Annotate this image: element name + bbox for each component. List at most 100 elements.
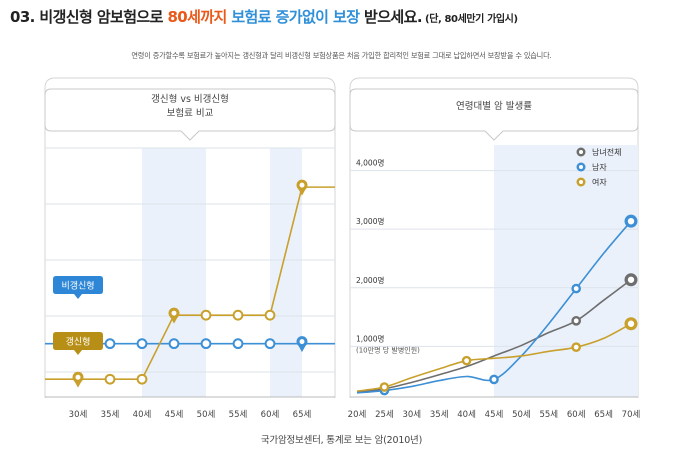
- chart1-renewal-marker-pin: [296, 179, 308, 196]
- chart1-label-noncanceling: 비갱신형: [53, 276, 103, 299]
- point-ring: [264, 338, 276, 350]
- chart2-total-point: [571, 316, 581, 326]
- series-tag-text: 갱신형: [66, 337, 91, 348]
- point-inner: [627, 276, 635, 283]
- chart1-noncanceling-marker-pin: [296, 336, 308, 353]
- page-title: 03. 비갱신형 암보험으로 80세까지 보험료 증가없이 보장 받으세요. (…: [10, 6, 518, 27]
- chart1-x-tick-label: 55세: [229, 410, 248, 420]
- chart2-male-point: [571, 283, 581, 294]
- chart2-frame: [349, 77, 639, 398]
- point-inner: [464, 358, 469, 364]
- chart2-x-tick-label: 35세: [430, 410, 449, 420]
- chart2-x-tick-label: 30세: [402, 410, 421, 420]
- chart2-male-point: [489, 374, 499, 385]
- chart2-x-tick-label: 25세: [375, 410, 394, 420]
- chart1-renewal-point: [264, 309, 276, 321]
- chart1-frame: [44, 77, 336, 398]
- source-caption: 국가암정보센터, 통계로 보는 암(2010년): [260, 435, 423, 446]
- chart2-y-note: (10만명 당 발병인원): [356, 345, 420, 354]
- chart2-y-tick-label: 2,000명: [356, 275, 384, 285]
- chart2-y-tick-label: 1,000명: [356, 333, 384, 343]
- legend-label: 남자: [592, 163, 607, 172]
- point-inner: [573, 286, 579, 291]
- chart2-total-point: [624, 273, 638, 287]
- chart2-y-tick-label: 4,000명: [356, 158, 384, 168]
- chart2-legend-item: 남자: [576, 162, 607, 172]
- title-prefix: 03. 비갱신형 암보험으로: [10, 8, 168, 26]
- chart1-title-box: [44, 88, 336, 141]
- legend-marker-inner: [579, 165, 583, 169]
- chart2-x-tick-label: 55세: [539, 410, 558, 420]
- point-ring: [104, 373, 116, 385]
- chart1-title-line1: 갱신형 vs 비갱신형: [151, 94, 229, 105]
- series-tag-text: 비갱신형: [61, 281, 94, 292]
- title-highlight-coverage: 보험료 증가없이 보장: [231, 8, 360, 26]
- chart2-x-tick-label: 70세: [622, 410, 641, 420]
- chart2-female-point: [571, 342, 581, 352]
- chart1-noncanceling-point: [232, 338, 244, 350]
- point-ring: [264, 309, 276, 321]
- chart2-x-tick-label: 45세: [485, 410, 504, 420]
- chart2-shaded-region: [494, 145, 638, 397]
- point-inner: [627, 320, 635, 327]
- chart1-x-tick-label: 65세: [293, 410, 312, 420]
- chart2-x-tick-label: 20세: [348, 410, 367, 420]
- chart2-female-point: [461, 355, 472, 366]
- chart1-label-renewal: 갱신형: [53, 332, 103, 355]
- chart2-male-point: [624, 214, 638, 228]
- chart2-x-tick-label: 40세: [457, 410, 476, 420]
- point-ring: [104, 338, 116, 350]
- chart1-renewal-point: [104, 373, 116, 385]
- chart1-renewal-point: [200, 309, 212, 321]
- chart1-x-tick-label: 50세: [197, 410, 216, 420]
- chart2-title-box: [349, 88, 639, 141]
- legend-marker-inner: [579, 150, 583, 154]
- chart1-noncanceling-point: [264, 338, 276, 350]
- point-inner: [573, 344, 579, 350]
- title-highlight-age: 80세까지: [167, 8, 227, 26]
- point-ring: [168, 338, 180, 350]
- chart2-title: 연령대별 암 발생률: [456, 100, 532, 112]
- point-inner: [491, 377, 497, 382]
- chart1-noncanceling-point: [200, 338, 212, 350]
- chart2-series-total-line: [356, 279, 632, 394]
- chart1-x-tick-label: 40세: [133, 410, 152, 420]
- chart1-renewal-marker-pin: [72, 371, 84, 388]
- point-ring: [200, 338, 212, 350]
- series-tag-box: [53, 276, 103, 299]
- chart1-x-tick-label: 45세: [165, 410, 184, 420]
- description-text: 연령이 증가할수록 보험료가 높아지는 갱신형과 달리 비갱신형 보험상품은 처…: [131, 51, 552, 60]
- series-tag-box: [53, 332, 103, 355]
- point-ring: [232, 338, 244, 350]
- point-inner: [627, 217, 635, 225]
- chart2-x-tick-label: 50세: [512, 410, 531, 420]
- chart1-renewal-point: [136, 373, 148, 385]
- legend-marker-inner: [579, 180, 583, 184]
- chart2-x-tick-label: 65세: [594, 410, 613, 420]
- chart1-renewal-marker-pin: [168, 307, 180, 324]
- title-note: (단, 80세만기 가입시): [421, 14, 518, 25]
- chart2-y-tick-label: 3,000명: [356, 216, 384, 226]
- chart2-female-point: [379, 382, 390, 392]
- point-ring: [136, 338, 148, 350]
- legend-label: 여자: [592, 177, 607, 187]
- chart1-series-renewal-line: [45, 186, 335, 381]
- point-ring: [136, 373, 148, 385]
- point-inner: [382, 384, 387, 390]
- chart1-noncanceling-point: [168, 338, 180, 350]
- legend-label: 남녀전체: [592, 147, 621, 157]
- chart2-series-female-line: [356, 323, 632, 392]
- chart1-x-tick-label: 35세: [101, 410, 120, 420]
- chart1-x-tick-label: 60세: [261, 410, 280, 420]
- title-suffix: 받으세요.: [359, 8, 423, 26]
- chart1-shaded-region: [270, 148, 302, 397]
- chart1-noncanceling-point: [136, 338, 148, 350]
- chart2-female-point: [624, 317, 638, 331]
- chart1-shaded-region: [142, 148, 206, 397]
- chart2-legend-item: 여자: [576, 177, 607, 187]
- chart1-noncanceling-point: [104, 338, 116, 350]
- chart1-x-tick-label: 30세: [69, 410, 88, 420]
- chart1-renewal-point: [232, 309, 244, 321]
- marker-hole: [299, 339, 305, 345]
